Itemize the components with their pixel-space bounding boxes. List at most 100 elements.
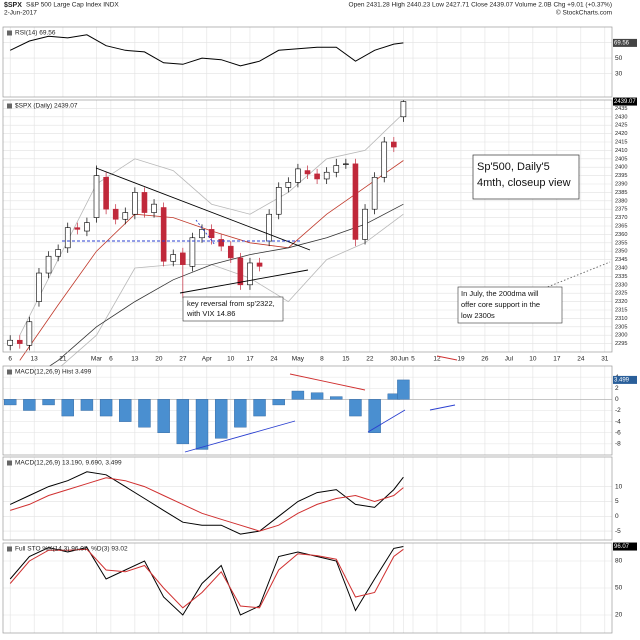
bar — [195, 399, 209, 450]
bar — [176, 399, 190, 445]
x-tick-label: 27 — [179, 356, 187, 363]
trend-line — [179, 269, 309, 294]
candle-body — [64, 227, 71, 249]
last-value-label: 2439.07 — [614, 99, 636, 105]
x-tick-label: 6 — [109, 356, 113, 363]
candle-body — [151, 203, 157, 213]
candle-body — [304, 170, 311, 175]
candle-body — [256, 262, 263, 267]
last-value-box — [613, 97, 637, 106]
panel-frame — [2, 456, 613, 541]
candle-body — [333, 165, 340, 173]
candle-body — [362, 208, 368, 240]
candle-body — [218, 239, 224, 247]
bar — [214, 399, 228, 439]
panel-frame — [2, 365, 613, 456]
candle-body — [391, 141, 397, 148]
y-tick-label: 2 — [615, 385, 619, 392]
candle-body — [295, 168, 301, 183]
candle-body — [208, 229, 215, 239]
y-tick-label: 2370 — [615, 215, 627, 221]
y-tick-label: 2295 — [615, 341, 627, 347]
bar — [99, 399, 113, 417]
annotation: key reversal from sp'2322, — [187, 299, 275, 308]
annotation: with VIX 14.86 — [186, 309, 235, 318]
bar — [61, 399, 74, 417]
y-tick-label: -8 — [615, 441, 621, 448]
y-tick-label: 2310 — [615, 316, 627, 322]
series-line — [9, 34, 404, 67]
last-value-label: 69.56 — [614, 40, 630, 46]
panel-legend: $SPX (Daily) 2439.07 — [15, 103, 78, 110]
x-tick-label: 17 — [553, 356, 561, 363]
candle-body — [343, 163, 349, 165]
date: 2-Jun-2017 — [4, 10, 37, 17]
series-line — [9, 548, 404, 609]
bar — [349, 399, 362, 417]
trend-line — [289, 373, 366, 391]
x-tick-label: 24 — [270, 356, 278, 363]
legend-swatch — [7, 546, 12, 552]
x-tick-label: 12 — [433, 356, 441, 363]
candle-body — [323, 171, 330, 180]
x-tick-label: 10 — [227, 356, 235, 363]
candle-body — [314, 173, 320, 180]
panel-background — [3, 27, 612, 97]
candle-body — [352, 163, 359, 240]
candle-body — [381, 141, 388, 178]
candle-body — [7, 339, 13, 346]
x-tick-label: 13 — [131, 356, 139, 363]
candle-body — [227, 245, 234, 259]
quote: Open 2431.28 High 2440.23 Low 2427.71 Cl… — [349, 2, 612, 9]
candle-body — [160, 207, 167, 262]
legend-swatch — [7, 30, 12, 36]
bar — [119, 399, 132, 422]
candle-body — [371, 176, 378, 210]
y-tick-label: 2355 — [615, 240, 627, 246]
bar — [253, 399, 266, 417]
candle-body — [170, 254, 177, 262]
x-tick-label: 20 — [155, 356, 163, 363]
y-tick-label: 2400 — [615, 165, 627, 171]
candle-body — [93, 175, 100, 218]
panel-background — [3, 457, 612, 540]
bar — [3, 399, 17, 406]
y-tick-label: 80 — [615, 558, 623, 565]
candle-body — [247, 262, 253, 286]
bar — [272, 399, 285, 406]
candle-body — [36, 272, 42, 302]
trend-line — [429, 404, 456, 411]
annotation: 4mth, closeup view — [477, 177, 571, 189]
y-tick-label: 0 — [615, 396, 619, 403]
x-tick-label: 13 — [31, 356, 39, 363]
overlay-line — [19, 203, 404, 386]
x-tick-label: 31 — [601, 356, 609, 363]
x-tick-label: 10 — [529, 356, 537, 363]
panel-frame — [2, 542, 613, 634]
x-tick-label: 8 — [320, 356, 324, 363]
bar — [23, 399, 36, 411]
bar — [157, 399, 170, 433]
legend-swatch — [7, 103, 12, 109]
bar — [138, 399, 151, 428]
x-tick-label: 26 — [481, 356, 489, 363]
trend-line — [436, 355, 458, 361]
y-tick-label: 2405 — [615, 156, 627, 162]
panel-legend: RSI(14) 69.56 — [15, 30, 56, 37]
y-tick-label: 2335 — [615, 274, 627, 280]
y-tick-label: 5 — [615, 498, 619, 505]
overlay-line — [19, 113, 404, 336]
bar — [368, 399, 381, 433]
y-tick-label: 2365 — [615, 223, 627, 229]
x-tick-label: 24 — [577, 356, 585, 363]
candle-body — [189, 237, 196, 267]
x-tick-label: 22 — [366, 356, 374, 363]
x-tick-label: Apr — [202, 356, 213, 363]
y-tick-label: 2330 — [615, 282, 627, 288]
panel-legend: MACD(12,26,9) 13.190, 9.690, 3.499 — [15, 460, 122, 467]
y-tick-label: 2420 — [615, 131, 627, 137]
x-tick-label: Jul — [505, 356, 514, 363]
last-value-label: 3.499 — [614, 377, 630, 383]
y-tick-label: 2415 — [615, 139, 627, 145]
